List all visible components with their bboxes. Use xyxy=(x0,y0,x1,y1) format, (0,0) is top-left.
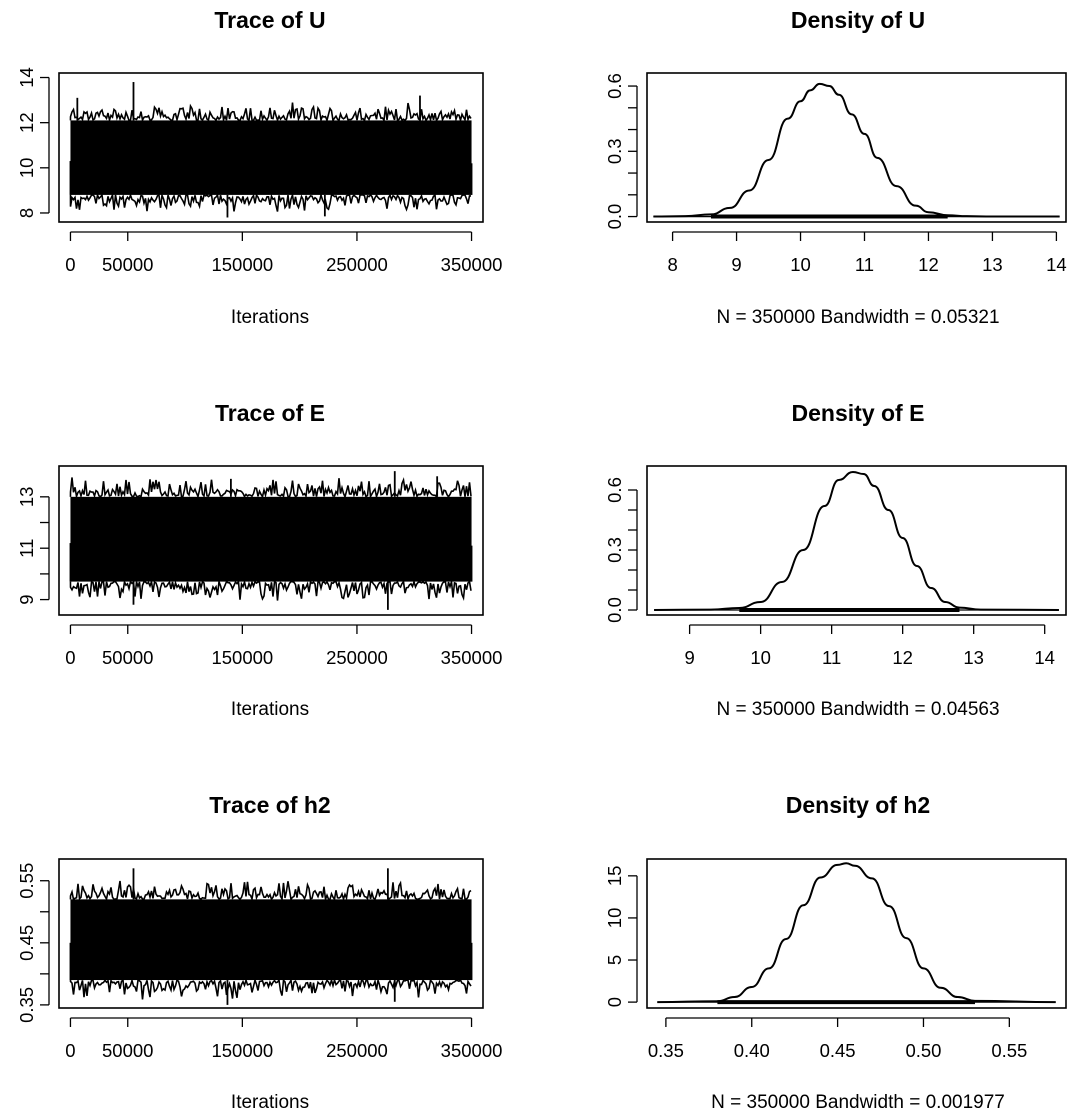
x-tick-label: 250000 xyxy=(326,647,388,668)
panel-density-e: Density of E N = 350000 Bandwidth = 0.04… xyxy=(535,372,1070,744)
trace-band xyxy=(70,496,472,582)
density-e-chart: Density of E N = 350000 Bandwidth = 0.04… xyxy=(604,400,1067,720)
y-tick-label: 0.0 xyxy=(604,204,625,230)
trace-upper-edge xyxy=(69,102,472,124)
chart-title: Density of U xyxy=(791,7,925,33)
x-tick-label: 0.45 xyxy=(820,1040,856,1061)
x-tick-label: 0 xyxy=(65,647,75,668)
panel-trace-h2: Trace of h2 Iterations 0 50000 150000 25000… xyxy=(0,744,535,1116)
density-h2-chart: Density of h2 N = 350000 Bandwidth = 0.0… xyxy=(604,792,1067,1113)
panel-trace-u: Trace of U Iterations 0 50000 150000 250000… xyxy=(0,0,535,372)
x-axis-label: N = 350000 Bandwidth = 0.04563 xyxy=(716,699,999,720)
plot-frame xyxy=(58,72,484,223)
y-tick-label: 8 xyxy=(16,208,37,218)
x-tick-label: 14 xyxy=(1034,647,1055,668)
panel-density-h2: Density of h2 N = 350000 Bandwidth = 0.0… xyxy=(535,744,1070,1116)
plot-frame xyxy=(646,858,1067,1009)
x-tick-label: 9 xyxy=(731,254,741,275)
y-tick-label: 5 xyxy=(604,955,625,965)
panel-density-u: Density of U N = 350000 Bandwidth = 0.05… xyxy=(535,0,1070,372)
y-tick-label: 10 xyxy=(604,908,625,929)
x-tick-label: 11 xyxy=(855,254,874,275)
x-axis-label: Iterations xyxy=(231,1092,309,1113)
plot-frame xyxy=(58,858,484,1009)
x-tick-label: 50000 xyxy=(102,254,153,275)
panel-trace-e: Trace of E Iterations 0 50000 150000 250000… xyxy=(0,372,535,744)
x-axis-label: Iterations xyxy=(231,699,309,720)
plot-frame xyxy=(58,465,484,616)
trace-u-chart: Trace of U Iterations 0 50000 150000 250000… xyxy=(16,7,503,328)
plot-frame xyxy=(646,72,1067,223)
x-tick-label: 10 xyxy=(750,647,771,668)
trace-upper-edge xyxy=(69,880,472,902)
x-tick-label: 0.50 xyxy=(905,1040,941,1061)
x-tick-label: 350000 xyxy=(441,1040,503,1061)
trace-h2-chart: Trace of h2 Iterations 0 50000 150000 25000… xyxy=(16,792,503,1113)
chart-title: Trace of E xyxy=(215,400,325,426)
y-tick-label: 0.45 xyxy=(16,925,37,961)
density-curve xyxy=(654,470,1059,611)
x-tick-label: 50000 xyxy=(102,647,153,668)
y-tick-label: 12 xyxy=(16,112,37,133)
density-u-chart: Density of U N = 350000 Bandwidth = 0.05… xyxy=(604,7,1067,328)
x-axis-label: N = 350000 Bandwidth = 0.001977 xyxy=(711,1092,1005,1113)
trace-lower-edge xyxy=(69,191,471,212)
chart-title: Density of E xyxy=(792,400,925,426)
y-tick-label: 0.6 xyxy=(604,73,625,99)
density-curve xyxy=(657,862,1056,1004)
x-tick-label: 8 xyxy=(667,254,677,275)
y-tick-label: 0.6 xyxy=(604,477,625,503)
x-tick-label: 250000 xyxy=(326,254,388,275)
chart-title: Trace of h2 xyxy=(209,792,330,818)
y-tick-label: 9 xyxy=(16,594,37,604)
x-tick-label: 11 xyxy=(822,647,841,668)
x-tick-label: 12 xyxy=(892,647,913,668)
y-tick-label: 15 xyxy=(604,866,625,887)
y-tick-label: 0.3 xyxy=(604,138,625,164)
trace-lower-edge xyxy=(69,977,472,1000)
plot-frame xyxy=(646,465,1067,616)
trace-lower-edge xyxy=(69,578,472,601)
x-tick-label: 12 xyxy=(918,254,939,275)
trace-e-chart: Trace of E Iterations 0 50000 150000 250000… xyxy=(16,400,503,720)
x-tick-label: 14 xyxy=(1046,254,1067,275)
x-tick-label: 0 xyxy=(65,1040,75,1061)
trace-band xyxy=(70,120,472,195)
x-tick-label: 250000 xyxy=(326,1040,388,1061)
x-axis-label: Iterations xyxy=(231,307,309,328)
x-tick-label: 13 xyxy=(982,254,1003,275)
x-tick-label: 0.40 xyxy=(734,1040,770,1061)
x-tick-label: 150000 xyxy=(211,1040,273,1061)
x-tick-label: 9 xyxy=(684,647,694,668)
x-tick-label: 50000 xyxy=(102,1040,153,1061)
x-tick-label: 150000 xyxy=(211,254,273,275)
x-tick-label: 350000 xyxy=(441,647,503,668)
x-tick-label: 0.55 xyxy=(991,1040,1027,1061)
x-tick-label: 10 xyxy=(790,254,811,275)
y-tick-label: 10 xyxy=(16,158,37,179)
x-tick-label: 0.35 xyxy=(648,1040,684,1061)
y-tick-label: 0.55 xyxy=(16,863,37,899)
y-tick-label: 11 xyxy=(16,539,37,558)
y-tick-label: 0 xyxy=(604,997,625,1007)
x-tick-label: 0 xyxy=(65,254,75,275)
y-tick-label: 14 xyxy=(16,67,37,88)
y-tick-label: 13 xyxy=(16,487,37,508)
y-tick-label: 0.35 xyxy=(16,987,37,1023)
chart-title: Trace of U xyxy=(214,7,325,33)
trace-upper-edge xyxy=(69,477,472,500)
x-tick-label: 13 xyxy=(963,647,984,668)
y-tick-label: 0.3 xyxy=(604,537,625,563)
x-tick-label: 150000 xyxy=(211,647,273,668)
chart-title: Density of h2 xyxy=(786,792,930,818)
x-tick-label: 350000 xyxy=(441,254,503,275)
y-tick-label: 0.0 xyxy=(604,597,625,623)
trace-band xyxy=(70,899,472,981)
x-axis-label: N = 350000 Bandwidth = 0.05321 xyxy=(716,307,999,328)
density-curve xyxy=(653,82,1060,218)
